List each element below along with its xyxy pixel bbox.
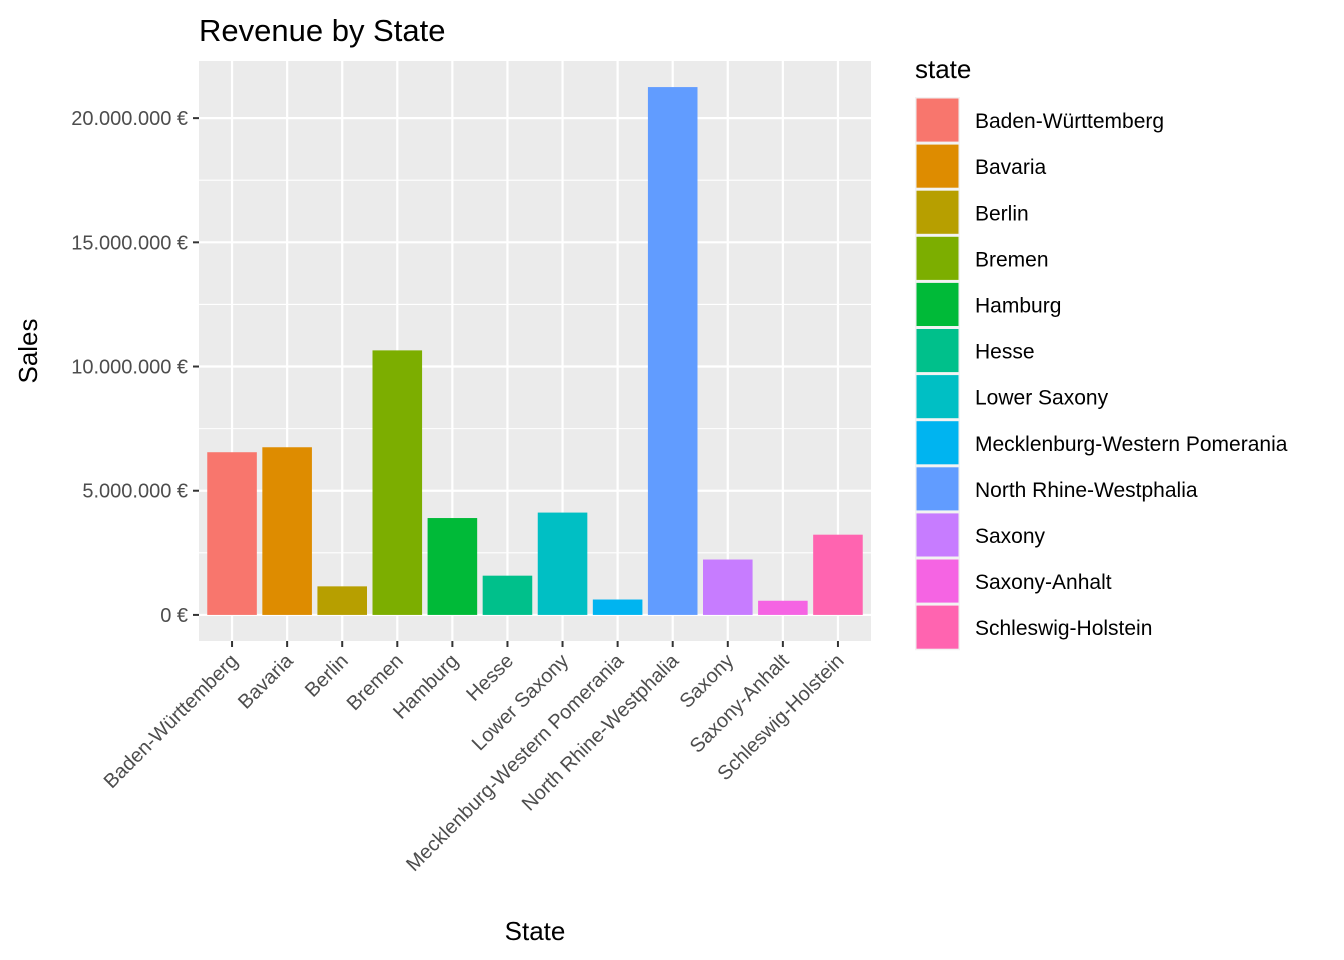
legend-swatch <box>916 375 959 419</box>
legend-title: state <box>915 54 971 84</box>
y-axis-title: Sales <box>13 318 43 383</box>
y-axis: 0 € 5.000.000 € 10.000.000 € 15.000.000 € 20… <box>71 108 199 627</box>
legend-swatch <box>916 421 959 465</box>
legend-label: Hamburg <box>975 294 1061 317</box>
legend-swatch <box>916 98 959 142</box>
legend-label: Schleswig-Holstein <box>975 617 1152 640</box>
y-tick-label: 5.000.000 € <box>82 481 188 503</box>
bar <box>703 559 753 615</box>
bar <box>592 599 643 615</box>
x-axis-title: State <box>505 916 566 946</box>
legend-label: Mecklenburg-Western Pomerania <box>975 433 1288 456</box>
bar <box>372 350 423 615</box>
bar <box>537 512 588 615</box>
legend-label: Berlin <box>975 202 1029 225</box>
y-tick-label: 20.000.000 € <box>71 108 188 130</box>
legend-label: Hesse <box>975 341 1035 364</box>
legend-swatch <box>916 559 959 603</box>
y-tick-label: 10.000.000 € <box>71 357 188 379</box>
x-tick-label: Baden-Württemberg <box>100 650 243 793</box>
legend-label: Baden-Württemberg <box>975 110 1164 133</box>
legend-swatch <box>916 282 959 326</box>
chart-title: Revenue by State <box>199 13 445 48</box>
legend-swatch <box>916 329 959 373</box>
legend-swatch <box>916 190 959 234</box>
legend-label: Bremen <box>975 248 1049 271</box>
y-tick-label: 0 € <box>160 605 188 627</box>
bar <box>647 87 698 615</box>
x-tick-label: Lower Saxony <box>468 650 573 755</box>
bar <box>207 452 257 615</box>
legend-label: Saxony-Anhalt <box>975 571 1112 594</box>
legend-label: Lower Saxony <box>975 387 1109 410</box>
bar <box>758 600 808 615</box>
bar <box>317 586 367 615</box>
x-tick-label: Bavaria <box>234 649 298 713</box>
legend-label: North Rhine-Westphalia <box>975 479 1198 502</box>
legend-label: Bavaria <box>975 156 1047 179</box>
bar <box>427 518 478 615</box>
bar <box>262 447 312 615</box>
bar <box>482 575 533 615</box>
y-tick-label: 15.000.000 € <box>71 232 188 254</box>
x-tick-label: Berlin <box>301 650 353 702</box>
legend-swatch <box>916 513 959 557</box>
legend-label: Saxony <box>975 525 1046 548</box>
bars <box>207 87 863 615</box>
legend-swatch <box>916 236 959 280</box>
legend: state Baden-Württemberg Bavaria Berlin Brem… <box>915 54 1288 651</box>
legend-swatch <box>916 467 959 511</box>
legend-swatch <box>916 144 959 188</box>
legend-items: Baden-Württemberg Bavaria Berlin Bremen Hamb… <box>915 97 1288 651</box>
legend-swatch <box>916 605 959 649</box>
bar <box>813 534 863 615</box>
x-tick-label: Saxony-Anhalt <box>686 650 794 758</box>
